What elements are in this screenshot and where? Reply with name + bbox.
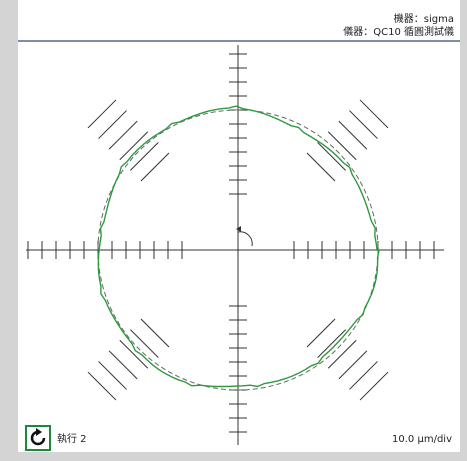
run-icon-arrow[interactable] (36, 428, 42, 436)
hatch (87, 99, 117, 129)
run-label: 執行 2 (57, 432, 87, 445)
hatch (306, 318, 336, 348)
hatch (98, 361, 127, 390)
instrument-label: 儀器：QC10 循圓測試儀 (343, 25, 454, 38)
run-button-frame[interactable] (25, 425, 51, 451)
hatch (317, 329, 346, 358)
run-button[interactable] (25, 425, 51, 451)
hatch (130, 142, 159, 171)
hatch (119, 131, 149, 161)
hatch (338, 350, 368, 380)
hatch (349, 110, 378, 139)
hatch (98, 110, 127, 139)
hatch (359, 99, 389, 129)
hatch (359, 371, 389, 401)
machine-label: 機器：sigma (394, 12, 454, 25)
hatch (327, 339, 357, 369)
hatch (140, 318, 170, 348)
hatch (140, 152, 170, 182)
direction-arc (237, 231, 253, 247)
measured-trace (97, 105, 380, 388)
hatch (119, 339, 149, 369)
plot-panel (18, 0, 460, 452)
direction-arrow (236, 226, 241, 232)
hatch (317, 142, 346, 171)
hatch (108, 350, 138, 380)
axes (26, 45, 444, 445)
run-icon[interactable] (30, 430, 46, 446)
hatch (338, 120, 368, 150)
hatch (306, 152, 336, 182)
scale-label: 10.0 μm/div (392, 434, 452, 445)
hatch (130, 329, 159, 358)
hatch (87, 371, 117, 401)
hatch (327, 131, 357, 161)
hatch (108, 120, 138, 150)
hatch (349, 361, 378, 390)
